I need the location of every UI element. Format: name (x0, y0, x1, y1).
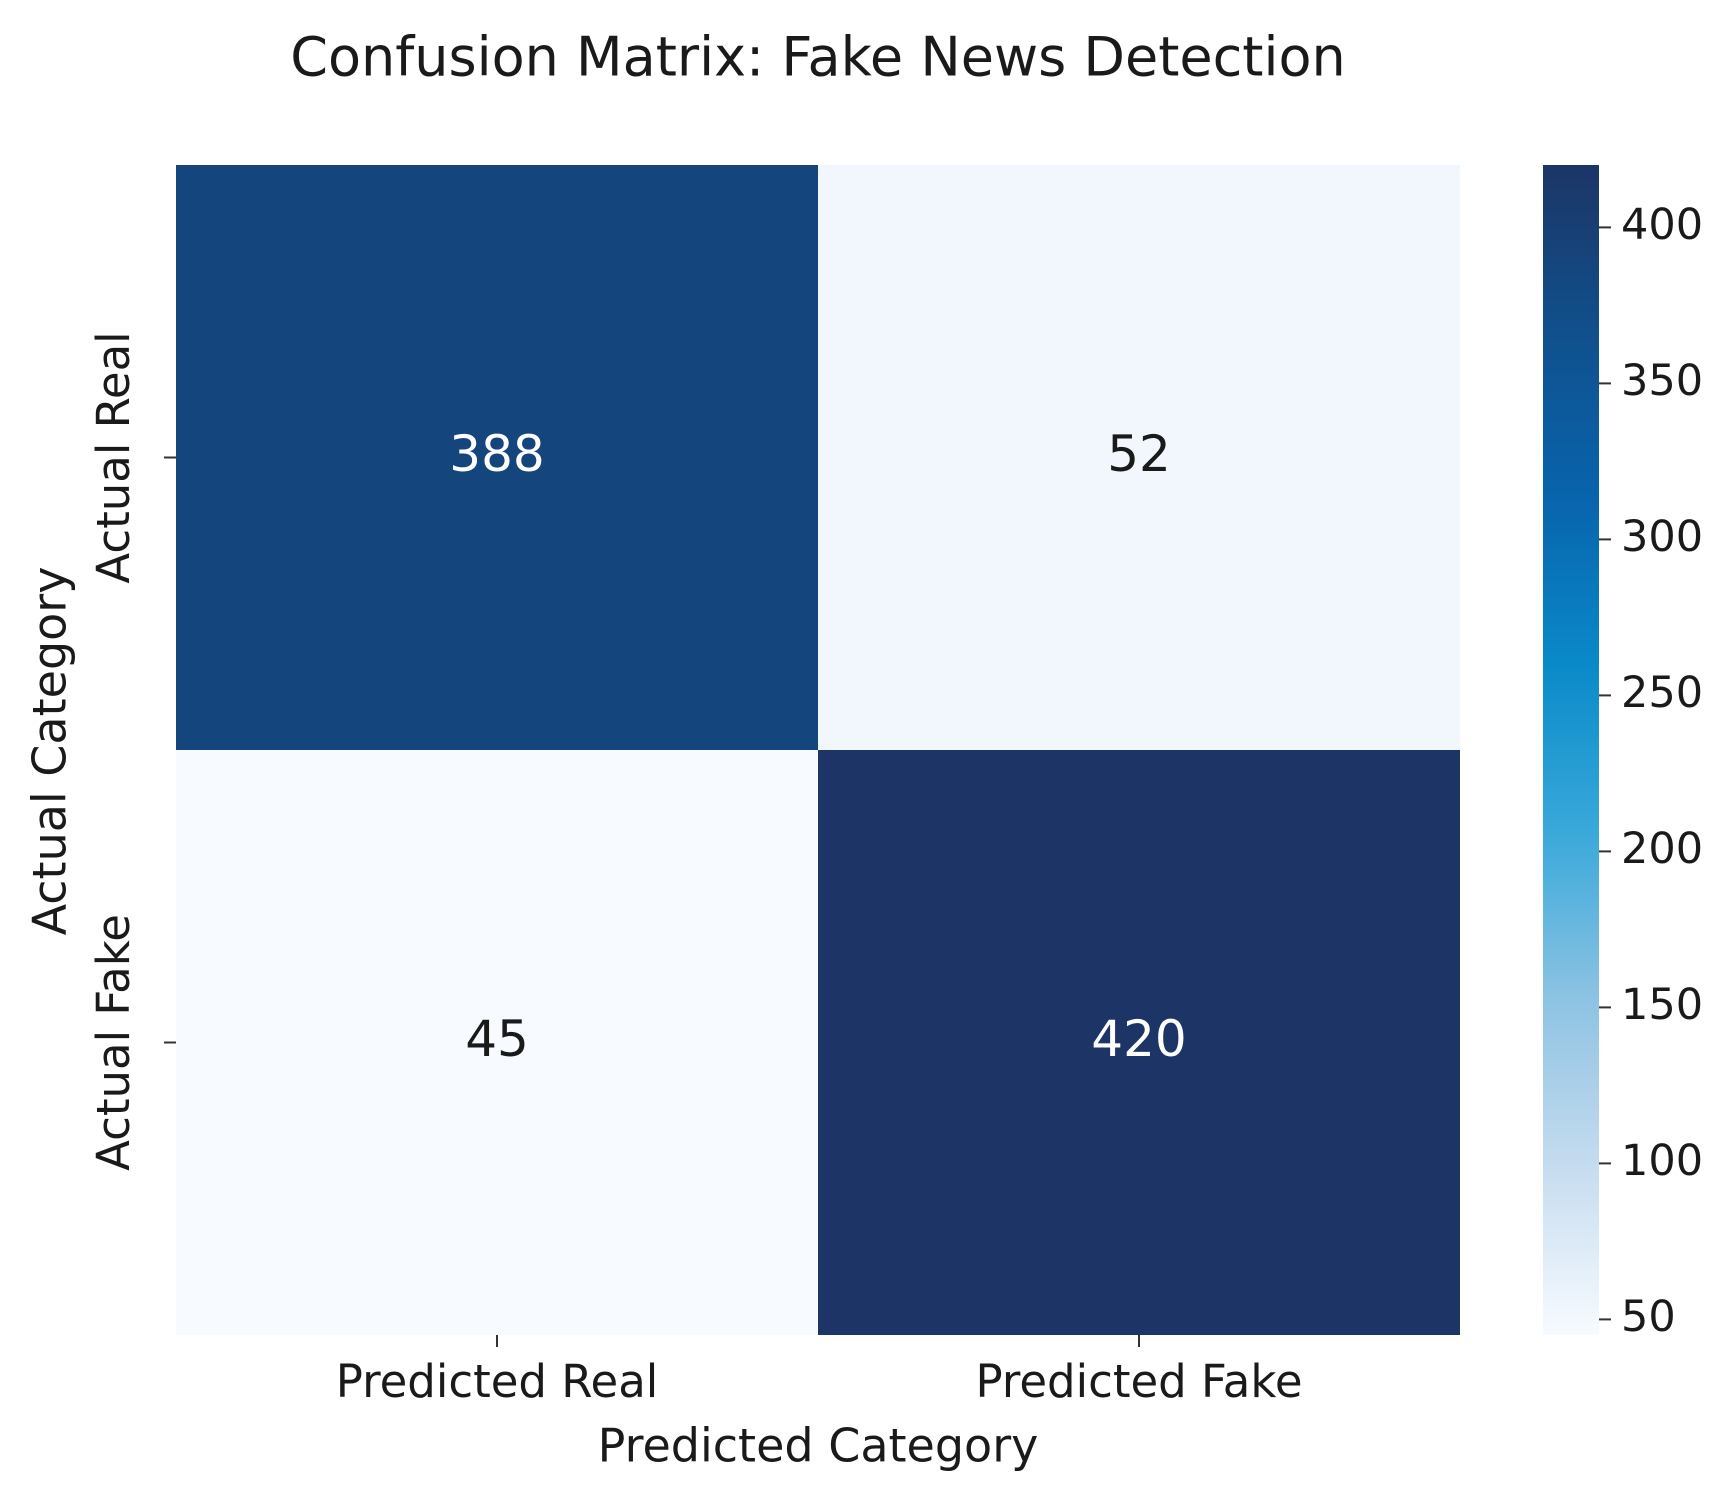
colorbar-tick-label: 400 (1621, 200, 1703, 250)
colorbar-tick-label: 250 (1621, 668, 1703, 718)
x-axis-label: Predicted Category (598, 1419, 1039, 1473)
colorbar-tick-label: 300 (1621, 512, 1703, 562)
colorbar-tick-label: 200 (1621, 824, 1703, 874)
colorbar (1543, 165, 1599, 1335)
x-tick-label: Predicted Fake (975, 1355, 1302, 1408)
heatmap-cell (818, 750, 1460, 1335)
heatmap-cell (176, 165, 818, 750)
x-tick-label: Predicted Real (336, 1355, 659, 1408)
cell-label: 52 (1107, 425, 1171, 483)
colorbar-tick-label: 350 (1621, 356, 1703, 406)
colorbar-tick-label: 100 (1621, 1136, 1703, 1186)
y-tick-label: Actual Fake (87, 914, 140, 1171)
cell-label: 388 (449, 425, 544, 483)
heatmap-cell (176, 750, 818, 1335)
colorbar-tick-label: 50 (1621, 1292, 1676, 1342)
cell-label: 45 (465, 1010, 529, 1068)
cell-label: 420 (1091, 1010, 1186, 1068)
colorbar-tick-label: 150 (1621, 980, 1703, 1030)
y-axis-label: Actual Category (23, 567, 77, 936)
chart-title: Confusion Matrix: Fake News Detection (290, 26, 1345, 89)
heatmap-cell (818, 165, 1460, 750)
y-tick-label: Actual Real (87, 331, 140, 583)
